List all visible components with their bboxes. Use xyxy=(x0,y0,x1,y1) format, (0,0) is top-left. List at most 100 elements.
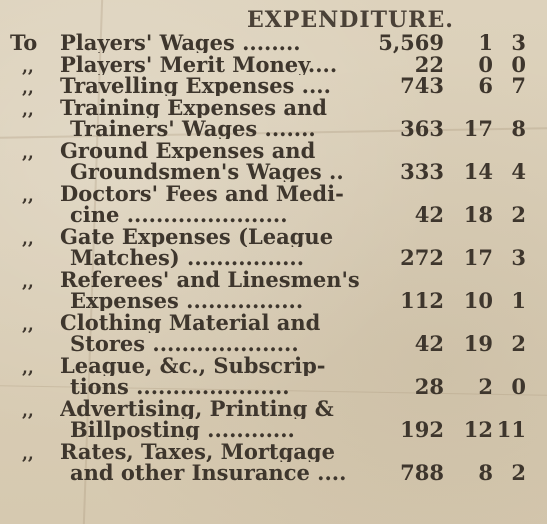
amount-shillings: 0 xyxy=(478,53,493,75)
entry-description: and other Insurance .... xyxy=(70,462,347,483)
ledger-line: ,, Doctors' Fees and Medi- xyxy=(0,183,547,205)
amount-pence: 2 xyxy=(511,204,526,226)
amount-pounds: 28 xyxy=(414,376,444,398)
amount-pence: 8 xyxy=(511,118,526,140)
amount-pounds: 22 xyxy=(414,53,444,75)
amount-shillings: 10 xyxy=(463,290,493,312)
ledger-line: Trainers' Wages ....... 363 17 8 xyxy=(0,118,547,140)
amount-pounds: 42 xyxy=(414,333,444,355)
ditto-mark: ,, xyxy=(22,228,34,248)
ditto-mark: ,, xyxy=(22,78,34,97)
ditto-mark: ,, xyxy=(22,56,34,76)
amount-shillings: 2 xyxy=(478,376,493,398)
ledger-line: Expenses ................ 112 10 1 xyxy=(0,290,547,312)
amount-pence: 3 xyxy=(511,32,526,54)
amount-pounds: 192 xyxy=(400,419,444,441)
ledger-line: Stores .................... 42 19 2 xyxy=(0,333,547,355)
entry-description: Travelling Expenses .... xyxy=(60,75,331,96)
entry-description: Gate Expenses (League xyxy=(60,225,334,247)
entry-description: Players' Wages ........ xyxy=(60,32,301,53)
amount-pounds: 363 xyxy=(400,118,444,140)
ledger-entry: To Players' Wages ........ 5,569 1 3 xyxy=(0,32,547,54)
entry-description: tions ..................... xyxy=(70,376,290,397)
ledger-entry: ,, Travelling Expenses .... 743 6 7 xyxy=(0,75,547,97)
entry-description: Stores .................... xyxy=(70,333,299,354)
ditto-mark: ,, xyxy=(22,271,34,291)
ledger-entry: ,, Referees' and Linesmen's Expenses .....… xyxy=(0,269,547,312)
entry-description: Expenses ................ xyxy=(70,290,304,311)
entry-description: Rates, Taxes, Mortgage xyxy=(60,440,335,462)
amount-shillings: 1 xyxy=(478,32,493,54)
amount-pounds: 333 xyxy=(400,161,444,183)
ledger-line: ,, League, &c., Subscrip- xyxy=(0,355,547,377)
ditto-mark: ,, xyxy=(22,357,34,377)
amount-pence: 3 xyxy=(511,247,526,269)
ledger-line: ,, Training Expenses and xyxy=(0,97,547,119)
amount-pence: 0 xyxy=(511,53,526,75)
ledger-line: ,, Referees' and Linesmen's xyxy=(0,269,547,291)
amount-pounds: 112 xyxy=(400,290,444,312)
amount-pence: 2 xyxy=(511,333,526,355)
ledger-entry: ,, Advertising, Printing & Billposting ...… xyxy=(0,398,547,441)
ledger-entry: ,, Rates, Taxes, Mortgage and other Insura… xyxy=(0,441,547,484)
amount-pounds: 743 xyxy=(400,75,444,97)
amount-shillings: 19 xyxy=(463,333,493,355)
amount-pence: 0 xyxy=(511,376,526,398)
ledger-entry: ,, Doctors' Fees and Medi-cine ..........… xyxy=(0,183,547,226)
amount-shillings: 12 xyxy=(463,419,493,441)
entry-description: Doctors' Fees and Medi- xyxy=(60,182,344,204)
expenditure-heading: EXPENDITURE. xyxy=(247,7,454,33)
entry-description: Groundsmen's Wages .. xyxy=(70,161,344,182)
amount-pence: 2 xyxy=(511,462,526,484)
amount-pence: 7 xyxy=(511,75,526,97)
entry-description: Ground Expenses and xyxy=(60,139,316,161)
ledger-line: Groundsmen's Wages .. 333 14 4 xyxy=(0,161,547,183)
amount-pounds: 788 xyxy=(400,462,444,484)
amount-pence: 1 xyxy=(511,290,526,312)
ledger-line: ,, Players' Merit Money.... 22 0 0 xyxy=(0,54,547,76)
amount-shillings: 6 xyxy=(478,75,493,97)
ditto-mark: ,, xyxy=(22,185,34,205)
ledger-line: ,, Advertising, Printing & xyxy=(0,398,547,420)
ledger-line: ,, Rates, Taxes, Mortgage xyxy=(0,441,547,463)
amount-shillings: 17 xyxy=(463,118,493,140)
entry-description: Players' Merit Money.... xyxy=(60,53,338,75)
ledger-entry: ,, Training Expenses and Trainers' Wages .… xyxy=(0,97,547,140)
entry-description: Trainers' Wages ....... xyxy=(70,118,316,139)
entry-description: Clothing Material and xyxy=(60,311,321,333)
ledger-entry: ,, Ground Expenses and Groundsmen's Wages … xyxy=(0,140,547,183)
ledger-line: and other Insurance .... 788 8 2 xyxy=(0,462,547,484)
ditto-mark: ,, xyxy=(22,314,34,334)
entry-description: Advertising, Printing & xyxy=(60,397,334,419)
ledger-line: tions ..................... 28 2 0 xyxy=(0,376,547,398)
ledger-line: ,, Gate Expenses (League xyxy=(0,226,547,248)
ledger-line: To Players' Wages ........ 5,569 1 3 xyxy=(0,32,547,54)
amount-shillings: 18 xyxy=(463,204,493,226)
amount-shillings: 14 xyxy=(463,161,493,183)
ledger-entry: ,, Players' Merit Money.... 22 0 0 xyxy=(0,54,547,76)
ditto-mark: ,, xyxy=(22,443,34,463)
amount-pounds: 272 xyxy=(400,247,444,269)
amount-shillings: 17 xyxy=(463,247,493,269)
ledger-line: Billposting ............ 192 12 11 xyxy=(0,419,547,441)
ledger-line: ,, Travelling Expenses .... 743 6 7 xyxy=(0,75,547,97)
entry-description: Billposting ............ xyxy=(70,419,295,440)
amount-pence: 4 xyxy=(511,161,526,183)
amount-pounds: 5,569 xyxy=(378,32,444,54)
expenditure-ledger: To Players' Wages ........ 5,569 1 3,, Player… xyxy=(0,32,547,484)
ledger-line: cine ...................... 42 18 2 xyxy=(0,204,547,226)
amount-shillings: 8 xyxy=(478,462,493,484)
amount-pounds: 42 xyxy=(414,204,444,226)
ledger-line: ,, Clothing Material and xyxy=(0,312,547,334)
entry-description: League, &c., Subscrip- xyxy=(60,354,326,376)
ledger-entry: ,, League, &c., Subscrip-tions ..........… xyxy=(0,355,547,398)
ditto-mark: ,, xyxy=(22,142,34,162)
entry-description: cine ...................... xyxy=(70,204,288,225)
ditto-mark: ,, xyxy=(22,400,34,420)
entry-description: Matches) ................ xyxy=(70,247,305,268)
ledger-line: Matches) ................ 272 17 3 xyxy=(0,247,547,269)
ledger-line: ,, Ground Expenses and xyxy=(0,140,547,162)
ledger-entry: ,, Clothing Material and Stores ..........… xyxy=(0,312,547,355)
amount-pence: 11 xyxy=(496,419,526,441)
